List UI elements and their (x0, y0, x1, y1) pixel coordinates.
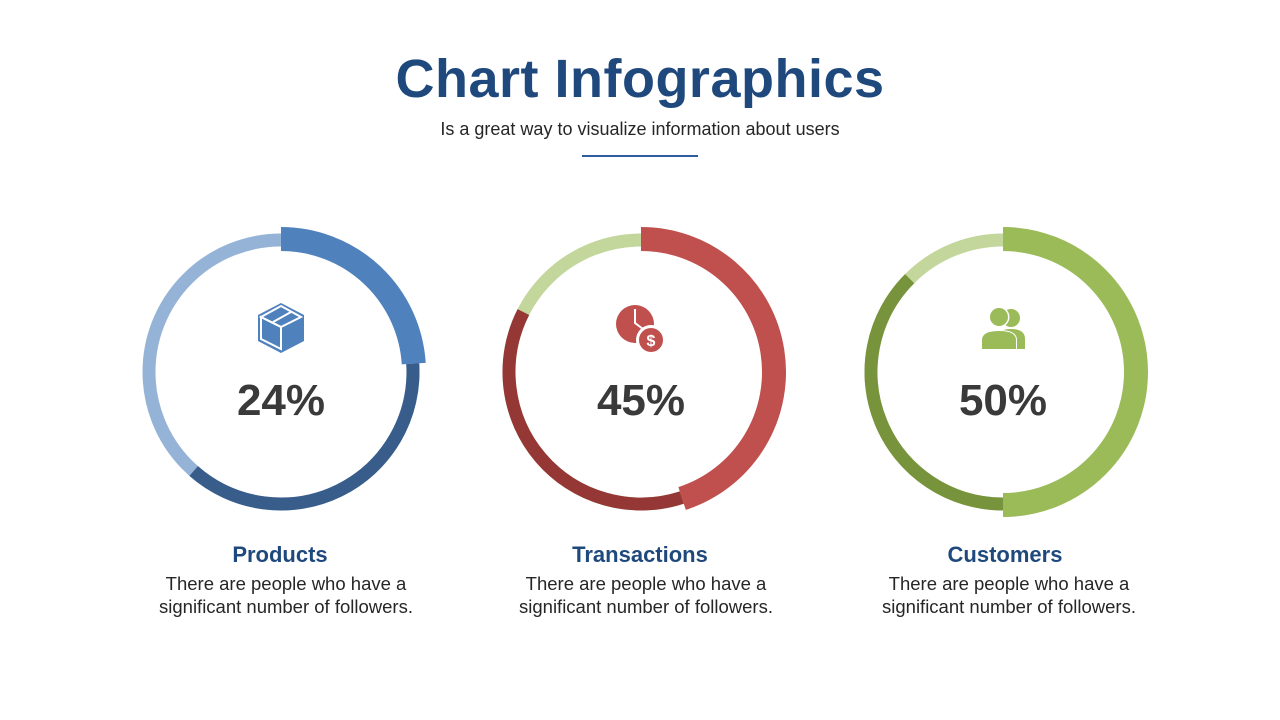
svg-text:$: $ (647, 333, 656, 350)
donut-value-arc (640, 227, 786, 510)
box-icon (258, 303, 304, 353)
title-divider (582, 155, 698, 157)
card-description-products: There are people who have a significant … (159, 573, 413, 617)
card-title-products: Products (232, 542, 328, 567)
percent-label-products: 24% (237, 376, 325, 425)
percent-label-transactions: 45% (597, 376, 685, 425)
donut-chart-transactions: $45% (502, 227, 786, 511)
page-subtitle: Is a great way to visualize information … (440, 119, 840, 139)
donut-secondary-arc (189, 363, 420, 511)
donut-secondary-arc (502, 309, 684, 511)
donut-chart-customers: 50% (864, 227, 1148, 517)
donut-secondary-arc (864, 274, 1004, 511)
card-description-customers: There are people who have a significant … (882, 573, 1136, 617)
donut-value-arc (280, 227, 426, 365)
card-title-customers: Customers (947, 542, 1063, 567)
page-title: Chart Infographics (395, 49, 885, 109)
percent-label-customers: 50% (959, 376, 1047, 425)
users-icon (981, 306, 1025, 350)
donut-chart-products: 24% (142, 227, 426, 511)
donut-value-arc (1002, 227, 1148, 517)
card-title-transactions: Transactions (572, 542, 708, 567)
clock-dollar-icon: $ (616, 305, 666, 355)
card-description-transactions: There are people who have a significant … (519, 573, 773, 617)
